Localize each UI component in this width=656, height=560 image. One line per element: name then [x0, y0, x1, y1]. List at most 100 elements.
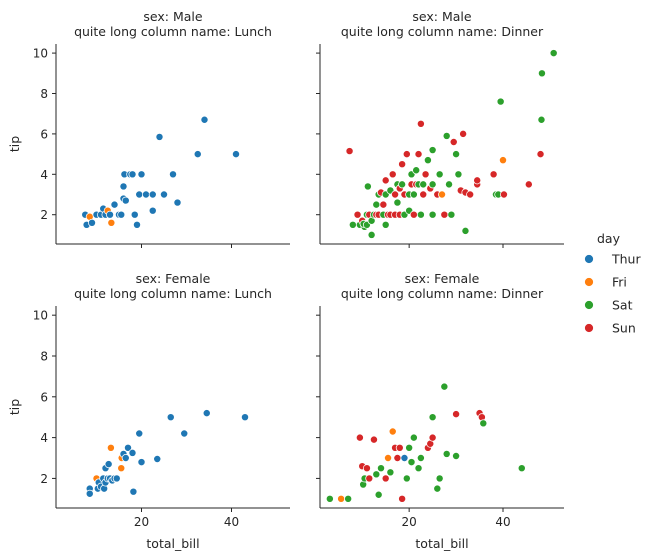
data-point-fri: [384, 454, 393, 462]
panel-title-col: quite long column name: Dinner: [341, 286, 544, 301]
data-point-thur: [128, 448, 137, 457]
data-point-thur: [202, 409, 211, 418]
data-point-sat: [409, 190, 418, 199]
data-point-sat: [398, 180, 407, 189]
data-point-sun: [524, 180, 533, 189]
data-point-thur: [135, 429, 144, 438]
data-point-sat: [428, 146, 437, 155]
data-point-sat: [412, 166, 421, 175]
legend-marker: [584, 254, 594, 264]
data-point-sat: [367, 230, 376, 239]
data-point-sat: [479, 419, 488, 428]
data-point-sat: [402, 474, 411, 483]
legend-title: day: [597, 231, 621, 246]
data-point-thur: [137, 170, 146, 179]
data-point-thur: [119, 182, 128, 191]
data-point-fri: [438, 190, 446, 199]
data-point-sun: [499, 190, 508, 199]
legend-label: Fri: [612, 275, 627, 290]
data-point-thur: [155, 132, 164, 141]
data-point-sat: [428, 210, 437, 219]
data-point-sat: [423, 156, 432, 165]
data-point-sat: [433, 484, 442, 493]
y-tick-label: 10: [33, 309, 48, 323]
data-point-sat: [440, 382, 449, 391]
data-point-sun: [449, 138, 458, 146]
data-point-sun: [428, 433, 437, 442]
data-point-thur: [104, 460, 113, 469]
y-tick-label: 6: [40, 127, 48, 141]
data-point-sat: [442, 449, 451, 458]
data-point-sun: [388, 170, 397, 179]
data-point-thur: [88, 218, 96, 227]
data-point-sat: [374, 490, 383, 499]
data-point-sat: [416, 454, 425, 462]
data-point-sun: [398, 494, 407, 503]
data-point-sat: [461, 226, 470, 235]
legend-label: Sun: [612, 321, 636, 336]
data-point-sun: [466, 190, 475, 199]
data-point-sun: [365, 474, 374, 483]
data-point-thur: [241, 413, 249, 422]
data-point-sat: [428, 180, 437, 189]
data-point-sat: [435, 170, 444, 179]
data-point-sun: [379, 200, 388, 209]
data-point-fri: [107, 218, 116, 227]
legend: day Thur Fri Sat Sun: [584, 231, 641, 336]
y-axis-label: tip: [7, 399, 22, 415]
data-point-thur: [137, 458, 146, 467]
data-point-thur: [232, 150, 240, 159]
legend-label: Thur: [611, 252, 641, 267]
data-point-sat: [549, 49, 558, 58]
y-tick-label: 4: [40, 431, 48, 445]
data-point-sat: [419, 180, 428, 189]
y-tick-label: 4: [40, 168, 48, 182]
data-point-sun: [414, 150, 423, 159]
data-point-thur: [180, 429, 189, 438]
data-point-sat: [348, 220, 357, 229]
data-point-thur: [124, 443, 132, 452]
data-point-sat: [442, 131, 451, 140]
data-point-sun: [398, 160, 407, 169]
x-axis-label: total_bill: [146, 536, 199, 551]
data-point-sun: [440, 210, 449, 219]
data-point-sat: [407, 458, 416, 467]
data-point-thur: [153, 455, 162, 464]
data-point-sun: [345, 147, 354, 156]
data-point-thur: [400, 454, 409, 462]
legend-marker: [584, 300, 594, 310]
data-point-thur: [133, 220, 141, 229]
x-axis-label: total_bill: [415, 536, 468, 551]
data-point-sun: [419, 190, 428, 199]
data-point-sat: [372, 200, 381, 209]
data-point-fri: [499, 156, 507, 165]
data-point-sun: [473, 176, 482, 185]
data-point-sat: [409, 433, 418, 442]
data-point-sat: [428, 413, 437, 422]
panel-title-col: quite long column name: Lunch: [74, 24, 272, 39]
data-point-sun: [402, 150, 411, 159]
data-point-thur: [110, 200, 119, 209]
panel-title-row: sex: Male: [143, 9, 202, 24]
data-point-sat: [454, 170, 463, 179]
data-point-thur: [160, 190, 168, 199]
y-tick-label: 8: [40, 87, 48, 101]
data-point-sat: [452, 451, 461, 460]
panel-title-col: quite long column name: Dinner: [341, 24, 544, 39]
data-point-fri: [106, 443, 115, 452]
data-point-sat: [445, 180, 454, 189]
data-point-sun: [381, 176, 390, 185]
data-point-thur: [148, 206, 157, 215]
data-point-sat: [372, 470, 381, 479]
data-point-sat: [537, 115, 546, 124]
data-point-thur: [85, 489, 94, 498]
data-point-sun: [409, 210, 418, 219]
data-point-sun: [362, 464, 371, 473]
data-point-sat: [435, 474, 444, 483]
data-point-sat: [377, 464, 385, 473]
data-point-sun: [353, 210, 362, 219]
data-point-sun: [395, 443, 404, 452]
